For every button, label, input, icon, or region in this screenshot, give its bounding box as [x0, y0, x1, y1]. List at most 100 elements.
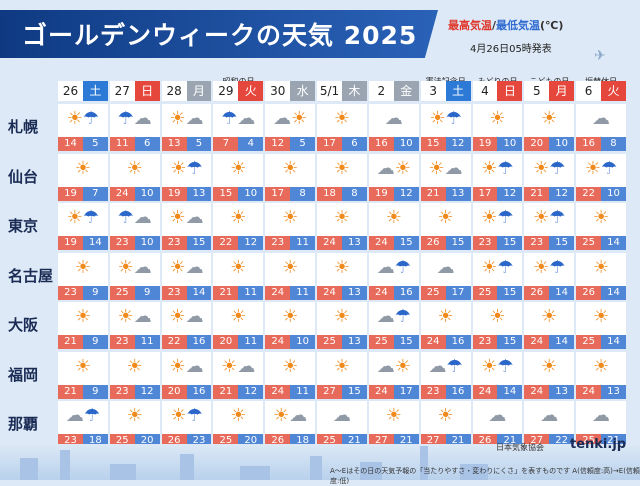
low-temp: 13: [601, 384, 626, 399]
high-temp: 25: [576, 335, 602, 349]
legend-unit: (℃): [540, 19, 564, 32]
day-number: 5: [524, 81, 550, 101]
city-row: ☀ 21 9 ☀ 23 12 ☀☁ 20 16 ☀☁ 21 12 ☀ 24 11 ☀ 27 15 ☁☀ 24 17 ☁☂ 2…: [58, 351, 628, 399]
high-temp: 22: [161, 335, 187, 349]
city-name: 札幌: [8, 118, 39, 136]
low-temp: 17: [393, 384, 419, 399]
day-header: 26 土: [58, 81, 108, 101]
sun-cloud-icon: ☀☁: [117, 306, 152, 327]
date-header: 26 土 27 日 28 月 29 火 30 水 5/1 木 2 金 3 土 4 日 5 月 6 火: [58, 81, 628, 101]
skyline-decoration: [0, 444, 640, 480]
sun-icon: ☀: [74, 355, 91, 377]
high-temp: 24: [317, 285, 342, 300]
forecast-cell: ☀☁ 23 11: [109, 302, 160, 349]
city-name: 仙台: [8, 167, 39, 186]
sun-icon: ☀: [592, 256, 610, 278]
sun-icon: ☀: [385, 405, 402, 426]
forecast-cell: ☀☂ 22 10: [576, 153, 626, 201]
rain-cloud-icon: ☂☁: [117, 108, 152, 129]
forecast-cell: ☁☀ 24 17: [368, 351, 419, 399]
sun-icon: ☀: [230, 256, 247, 278]
forecast-cell: ☀ 23 11: [265, 203, 316, 250]
low-temp: 15: [445, 236, 471, 250]
cloud-icon: ☁: [592, 405, 611, 426]
high-temp: 7: [213, 137, 239, 151]
day-of-week: 月: [549, 81, 575, 101]
sun-rain-icon: ☀☂: [533, 256, 566, 278]
low-temp: 10: [497, 137, 523, 151]
high-temp: 14: [58, 137, 83, 151]
forecast-cell: ☁ 25 17: [420, 252, 471, 300]
high-temp: 24: [420, 335, 446, 349]
city-row: ☀ 19 7 ☀ 24 10 ☀☂ 19 13 ☀ 15 10 ☀ 17 8 ☀ 18 8 ☁☀ 19 12 ☀☁ 21 13…: [58, 153, 628, 201]
low-temp: 10: [134, 236, 160, 250]
sun-icon: ☀: [333, 157, 351, 179]
forecast-cell: ☀ 25 14: [576, 302, 626, 349]
forecast-cell: ☁☂ 23 18: [58, 401, 108, 448]
sun-icon: ☀: [333, 108, 351, 129]
high-temp: 13: [161, 137, 187, 151]
forecast-cell: ☀☁ 21 12: [213, 351, 264, 399]
assoc-label: 日本気象協会: [496, 443, 544, 452]
high-temp: 16: [368, 137, 394, 151]
low-temp: 13: [341, 285, 367, 300]
low-temp: 16: [393, 285, 419, 300]
forecast-cell: ☀☂ 26 23: [161, 401, 212, 448]
high-temp: 19: [58, 186, 83, 201]
high-temp: 21: [58, 384, 83, 399]
sun-icon: ☀: [437, 306, 454, 327]
high-temp: 18: [317, 186, 342, 201]
forecast-cell: ☀☂ 23 15: [524, 203, 575, 250]
high-temp: 11: [109, 137, 135, 151]
low-temp: 7: [82, 186, 108, 201]
sun-icon: ☀: [230, 207, 247, 228]
forecast-cell: ☀ 23 12: [109, 351, 160, 399]
low-temp: 11: [238, 285, 264, 300]
high-temp: 15: [213, 186, 239, 201]
high-temp: 21: [58, 335, 83, 349]
low-temp: 15: [341, 384, 367, 399]
high-temp: 23: [472, 335, 498, 349]
low-temp: 12: [238, 384, 264, 399]
cloud-rain-icon: ☁☂: [376, 306, 411, 327]
high-temp: 23: [109, 384, 135, 399]
low-temp: 8: [601, 137, 626, 151]
forecast-cell: ☁ 25 21: [317, 401, 367, 448]
temperature-legend: 最高気温/最低気温(℃): [448, 17, 563, 33]
forecast-cell: ☀ 24 13: [317, 252, 367, 300]
low-temp: 13: [341, 335, 367, 349]
day-of-week: 火: [238, 81, 264, 101]
low-temp: 15: [549, 236, 575, 250]
sun-icon: ☀: [333, 355, 351, 377]
forecast-cell: ☁ 25 21: [576, 401, 626, 448]
forecast-cell: ☀ 22 12: [213, 203, 264, 250]
forecast-cell: ☀☁ 22 16: [161, 302, 212, 349]
forecast-cell: ☂☁ 7 4: [213, 104, 264, 151]
forecast-cell: ☀ 23 15: [472, 302, 523, 349]
high-temp: 20: [524, 137, 550, 151]
low-temp: 4: [238, 137, 264, 151]
city-row: ☀ 21 9 ☀☁ 23 11 ☀☁ 22 16 ☀ 20 11 ☀ 24 10 ☀ 25 13 ☁☂ 25 15 ☀ 24…: [58, 302, 628, 349]
low-temp: 14: [82, 236, 108, 250]
day-of-week: 金: [393, 81, 419, 101]
high-temp: 26: [524, 285, 550, 300]
high-temp: 23: [109, 236, 135, 250]
low-temp: 12: [445, 137, 471, 151]
day-of-week: 土: [445, 81, 471, 101]
high-temp: 20: [161, 384, 187, 399]
sun-icon: ☀: [541, 355, 558, 377]
day-of-week: 水: [290, 81, 316, 101]
low-temp: 5: [186, 137, 212, 151]
forecast-cell: ☀☁ 26 18: [265, 401, 316, 448]
sun-icon: ☀: [592, 207, 610, 228]
legend-high: 最高気温: [448, 19, 492, 32]
sun-icon: ☀: [592, 355, 610, 377]
sun-icon: ☀: [282, 355, 299, 377]
low-temp: 10: [601, 186, 626, 201]
sun-cloud-icon: ☀☁: [117, 256, 152, 278]
low-temp: 16: [186, 384, 212, 399]
low-temp: 11: [134, 335, 160, 349]
forecast-cell: ☀ 18 8: [317, 153, 367, 201]
